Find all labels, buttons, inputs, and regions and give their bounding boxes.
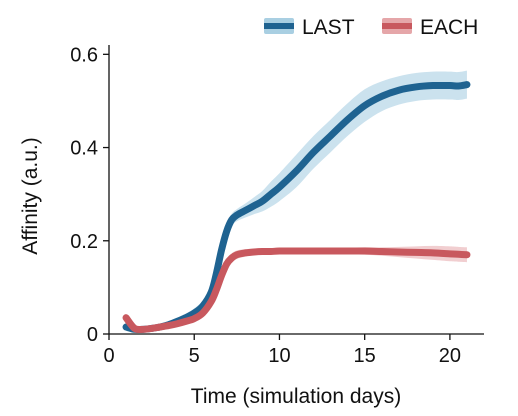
y-tick-label: 0: [87, 324, 98, 346]
legend-last-text: LAST: [302, 16, 355, 39]
series-lines: [122, 81, 471, 334]
line-each: [122, 247, 471, 334]
x-tick-label: 15: [354, 345, 376, 367]
line-last: [122, 81, 471, 334]
x-tick-label: 20: [439, 345, 461, 367]
legend: LAST EACH: [264, 16, 478, 39]
x-tick-label: 0: [103, 345, 114, 367]
y-tick-label: 0.6: [70, 44, 98, 66]
y-tick-label: 0.2: [70, 231, 98, 253]
axes: 0 5 10 15 20 0 0.2 0.4 0.6: [70, 44, 484, 367]
band-last: [126, 70, 467, 332]
legend-each-text: EACH: [420, 16, 478, 39]
x-tick-label: 5: [189, 345, 200, 367]
x-axis-label: Time (simulation days): [191, 385, 401, 408]
x-tick-label: 10: [268, 345, 290, 367]
confidence-bands: [126, 70, 467, 332]
y-tick-label: 0.4: [70, 138, 98, 160]
y-axis-label: Affinity (a.u.): [19, 137, 42, 255]
